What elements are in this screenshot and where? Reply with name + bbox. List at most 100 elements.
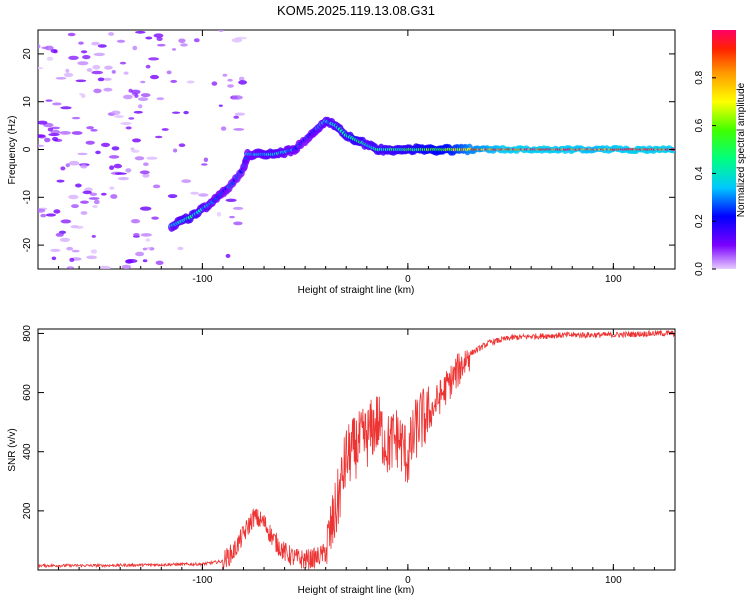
noise-blob xyxy=(71,249,80,253)
noise-blob xyxy=(140,80,146,84)
noise-blob xyxy=(50,49,58,53)
noise-blob xyxy=(101,142,110,147)
noise-blob xyxy=(90,129,98,132)
noise-blob xyxy=(128,117,135,120)
noise-blob xyxy=(91,41,100,46)
x-tick-label: 100 xyxy=(605,575,622,586)
y-tick-label: 0 xyxy=(22,146,33,152)
noise-blob xyxy=(234,112,246,116)
noise-blob xyxy=(190,191,200,195)
noise-blob xyxy=(89,192,98,196)
noise-blob xyxy=(133,233,140,237)
noise-blob xyxy=(65,163,71,168)
noise-blob xyxy=(133,110,143,114)
noise-blob xyxy=(52,136,59,142)
noise-blob xyxy=(229,215,235,219)
noise-blob xyxy=(148,57,160,61)
noise-blob xyxy=(97,77,105,82)
noise-blob xyxy=(134,93,139,98)
noise-blob xyxy=(225,253,231,258)
snr-ylabel: SNR (v/v) xyxy=(7,428,18,471)
noise-blob xyxy=(218,30,224,32)
noise-blob xyxy=(123,71,129,75)
noise-blob xyxy=(216,212,222,217)
noise-blob xyxy=(178,143,186,147)
noise-blob xyxy=(130,219,141,224)
noise-blob xyxy=(125,126,132,130)
spectrogram-ylabel: Frequency (Hz) xyxy=(7,116,18,185)
noise-blob xyxy=(60,106,72,110)
noise-blob xyxy=(231,38,243,43)
noise-blob xyxy=(130,147,135,151)
noise-blob xyxy=(69,257,75,262)
noise-blob xyxy=(45,99,53,102)
noise-blob xyxy=(91,235,96,238)
noise-blob xyxy=(126,259,138,263)
noise-blob xyxy=(78,41,84,45)
noise-blob xyxy=(156,37,163,41)
noise-blob xyxy=(38,134,46,138)
noise-blob xyxy=(109,186,115,190)
noise-blob xyxy=(103,77,112,81)
noise-blob xyxy=(233,128,245,131)
y-tick-label: 20 xyxy=(22,48,33,60)
noise-blob xyxy=(138,97,149,101)
noise-blob xyxy=(238,80,248,85)
noise-blob xyxy=(233,115,239,119)
snr-xlabel: Height of straight line (km) xyxy=(298,585,415,596)
noise-blob xyxy=(44,137,51,143)
noise-blob xyxy=(183,110,189,115)
noise-blob xyxy=(44,45,54,51)
noise-blob xyxy=(93,88,102,94)
colorbar-tick-label: 0.2 xyxy=(694,214,705,228)
noise-blob xyxy=(170,79,178,83)
noise-blob xyxy=(116,39,126,43)
noise-blob xyxy=(145,64,151,69)
noise-blob xyxy=(68,55,79,61)
noise-blob xyxy=(181,179,192,184)
noise-blob xyxy=(95,150,101,155)
noise-blob xyxy=(211,81,218,86)
noise-blob xyxy=(186,80,195,84)
noise-blob xyxy=(80,200,89,204)
noise-blob xyxy=(66,246,74,251)
noise-blob xyxy=(60,219,72,224)
noise-blob xyxy=(71,131,83,135)
noise-blob xyxy=(152,184,161,189)
noise-blob xyxy=(60,166,66,171)
noise-blob xyxy=(53,209,61,214)
noise-blob xyxy=(120,122,132,125)
noise-blob xyxy=(135,251,145,257)
noise-blob xyxy=(59,237,70,242)
noise-blob xyxy=(99,265,111,269)
noise-blob xyxy=(227,84,234,88)
noise-blob xyxy=(218,104,223,107)
noise-blob xyxy=(52,102,62,106)
y-tick-label: 10 xyxy=(22,96,33,108)
y-tick-label: -20 xyxy=(22,237,33,252)
noise-blob xyxy=(81,50,88,54)
noise-blob xyxy=(38,144,45,147)
noise-blob xyxy=(137,104,143,109)
snr-ticks: -100 0 100 200 400 600 800 xyxy=(22,325,676,586)
noise-blob xyxy=(139,206,152,211)
y-tick-label: 400 xyxy=(22,443,33,460)
noise-blob xyxy=(232,206,244,210)
noise-blob xyxy=(38,120,48,125)
colorbar-tick-label: 0.4 xyxy=(694,166,705,180)
noise-blob xyxy=(46,56,54,61)
noise-blob xyxy=(145,238,151,242)
x-tick-label: 0 xyxy=(405,274,411,285)
y-tick-label: -10 xyxy=(22,190,33,205)
colorbar-tick-label: 0.8 xyxy=(694,70,705,84)
colorbar-label: Normalized spectral amplitude xyxy=(736,82,747,217)
noise-blob xyxy=(97,44,107,48)
noise-blob xyxy=(173,148,178,153)
noise-blob xyxy=(123,94,133,100)
noise-blob xyxy=(86,126,94,130)
noise-blobs xyxy=(38,30,248,269)
noise-blob xyxy=(111,110,121,115)
noise-blob xyxy=(80,164,88,169)
